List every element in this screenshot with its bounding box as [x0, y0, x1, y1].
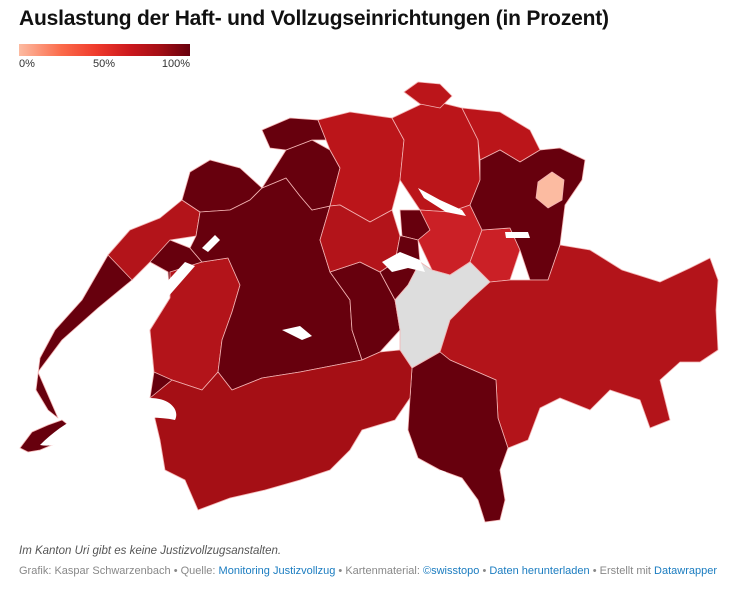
legend-label-max: 100% — [161, 58, 190, 70]
lake-thun — [282, 326, 312, 340]
footer-separator: • — [173, 565, 178, 577]
map-note: Im Kanton Uri gibt es keine Justizvollzu… — [19, 545, 282, 557]
map-source-label: Kartenmaterial: — [345, 565, 420, 577]
lakes — [40, 188, 530, 500]
footer-separator: • — [338, 565, 343, 577]
footer-separator: • — [482, 565, 487, 577]
lake-geneva — [40, 398, 177, 446]
canton-schaffhausen[interactable] — [403, 81, 453, 109]
chart-footer: Grafik: Kaspar Schwarzenbach • Quelle: M… — [19, 565, 717, 577]
legend-label-min: 0% — [19, 58, 35, 70]
download-data-link[interactable]: Daten herunterladen — [489, 565, 590, 577]
source-link[interactable]: Monitoring Justizvollzug — [218, 565, 336, 577]
made-with-label: Erstellt mit — [599, 565, 651, 577]
lake-walen — [505, 232, 530, 238]
legend-ticks: 0% 50% 100% — [19, 58, 190, 72]
legend-label-mid: 50% — [93, 58, 116, 70]
map-source-link[interactable]: ©swisstopo — [422, 565, 480, 577]
lake-maggiore — [440, 470, 446, 500]
canton-ticino[interactable] — [407, 351, 509, 523]
credit-text: Grafik: Kaspar Schwarzenbach — [19, 565, 171, 577]
lake-biel — [202, 235, 220, 252]
canton-appenzell[interactable] — [535, 171, 565, 209]
lake-zurich — [418, 188, 466, 216]
legend-gradient-bar — [19, 44, 190, 56]
source-label: Quelle: — [180, 565, 216, 577]
chart-title: Auslastung der Haft- und Vollzugseinrich… — [19, 7, 609, 30]
lake-neuchatel — [150, 262, 195, 306]
color-legend: 0% 50% 100% — [19, 44, 190, 72]
datawrapper-link[interactable]: Datawrapper — [654, 565, 718, 577]
canton-valais[interactable] — [149, 349, 413, 511]
canton-basel[interactable] — [261, 117, 327, 151]
lake-lucerne — [382, 252, 425, 272]
footer-separator: • — [592, 565, 597, 577]
